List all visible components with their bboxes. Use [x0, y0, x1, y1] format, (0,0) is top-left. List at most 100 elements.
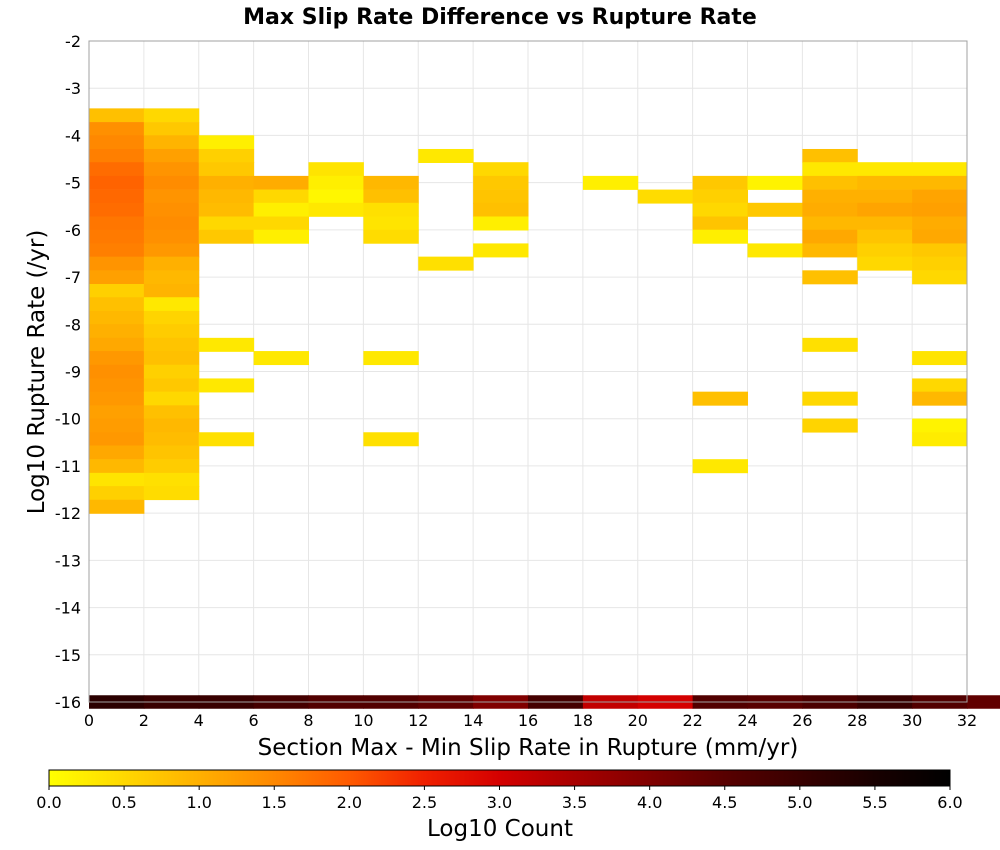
heatmap-cell	[582, 175, 639, 190]
heatmap-cell	[198, 202, 255, 217]
heatmap-cell	[473, 216, 529, 231]
colorbar-tick-label: 2.0	[337, 793, 362, 812]
heatmap-cell	[802, 337, 858, 352]
heatmap-cell	[912, 351, 968, 366]
heatmap-cell	[802, 391, 858, 406]
x-tick-label: 8	[303, 711, 313, 730]
heatmap-cell	[143, 432, 200, 447]
heatmap-cell	[89, 243, 145, 258]
heatmap-cells	[89, 108, 1000, 709]
heatmap-cell	[143, 256, 200, 271]
heatmap-cell	[912, 432, 968, 447]
y-tick-label: -14	[55, 599, 81, 618]
heatmap-cell	[473, 189, 529, 204]
heatmap-cell	[363, 229, 419, 244]
heatmap-cell	[912, 243, 968, 258]
heatmap-cell	[418, 256, 474, 271]
x-tick-label: 18	[573, 711, 593, 730]
heatmap-cell	[692, 189, 749, 204]
heatmap-cell	[89, 337, 145, 352]
heatmap-cell	[418, 148, 474, 163]
colorbar-tick-label: 0.5	[111, 793, 136, 812]
heatmap-cell	[857, 162, 913, 177]
heatmap-cell	[473, 162, 529, 177]
heatmap-cell	[857, 202, 913, 217]
colorbar-tick-label: 0.0	[36, 793, 61, 812]
x-tick-label: 4	[194, 711, 204, 730]
heatmap-cell	[89, 270, 145, 285]
y-tick-label: -3	[65, 79, 81, 98]
heatmap-cell	[89, 256, 145, 271]
heatmap-cell	[857, 189, 913, 204]
heatmap-cell	[857, 243, 913, 258]
heatmap-cell	[89, 108, 145, 123]
y-tick-label: -16	[55, 693, 81, 712]
heatmap-cell	[143, 229, 200, 244]
heatmap-cell	[143, 216, 200, 231]
x-tick-label: 0	[84, 711, 94, 730]
heatmap-cell	[802, 202, 858, 217]
heatmap-cell	[363, 432, 419, 447]
x-tick-label: 20	[628, 711, 648, 730]
heatmap-cell	[912, 418, 968, 433]
heatmap-cell	[802, 162, 858, 177]
heatmap-cell	[253, 202, 310, 217]
heatmap-cell	[198, 216, 255, 231]
colorbar-tick-label: 4.5	[712, 793, 737, 812]
heatmap-cell	[802, 216, 858, 231]
y-tick-label: -4	[65, 126, 81, 145]
heatmap-cell	[143, 284, 200, 299]
heatmap-cell	[473, 202, 529, 217]
heatmap-cell	[747, 175, 803, 190]
heatmap-cell	[253, 175, 310, 190]
heatmap-cell	[802, 175, 858, 190]
heatmap-cell	[89, 148, 145, 163]
heatmap-cell	[363, 216, 419, 231]
heatmap-cell	[802, 270, 858, 285]
heatmap-cell	[198, 229, 255, 244]
heatmap-cell	[143, 364, 200, 379]
y-tick-label: -6	[65, 221, 81, 240]
heatmap-cell	[692, 175, 749, 190]
heatmap-cell	[363, 351, 419, 366]
heatmap-cell	[198, 175, 255, 190]
heatmap-cell	[143, 122, 200, 137]
heatmap-cell	[89, 445, 145, 460]
heatmap-cell	[308, 189, 364, 204]
colorbar-label: Log10 Count	[427, 816, 573, 842]
heatmap-cell	[143, 405, 200, 420]
y-tick-label: -10	[55, 410, 81, 429]
colorbar-tick-label: 3.0	[487, 793, 512, 812]
heatmap-cell	[747, 243, 803, 258]
heatmap-cell	[143, 202, 200, 217]
heatmap-cell	[802, 229, 858, 244]
heatmap-cell	[89, 202, 145, 217]
colorbar-tick-label: 5.5	[862, 793, 887, 812]
heatmap-cell	[143, 486, 200, 501]
heatmap-cell	[198, 135, 255, 150]
heatmap-cell	[143, 175, 200, 190]
heatmap-cell	[857, 256, 913, 271]
heatmap-cell	[198, 337, 255, 352]
heatmap-cell	[89, 499, 145, 514]
heatmap-cell	[143, 297, 200, 312]
x-tick-label: 24	[737, 711, 757, 730]
x-axis-ticks: 0 2 4 6 8 10 12 14 16 18 20 22 24 26 28 30 32	[84, 711, 977, 730]
heatmap-cell	[89, 216, 145, 231]
heatmap-cell	[143, 445, 200, 460]
y-axis-label: Log10 Rupture Rate (/yr)	[24, 230, 50, 515]
colorbar-tick-label: 2.5	[412, 793, 437, 812]
heatmap-cell	[89, 135, 145, 150]
x-tick-label: 12	[408, 711, 428, 730]
heatmap-cell	[89, 351, 145, 366]
heatmap-cell	[143, 135, 200, 150]
heatmap-cell	[89, 364, 145, 379]
heatmap-cell	[253, 189, 310, 204]
heatmap-cell	[692, 391, 749, 406]
y-tick-label: -5	[65, 174, 81, 193]
heatmap-cell	[89, 378, 145, 393]
heatmap-cell	[89, 405, 145, 420]
heatmap-cell	[198, 162, 255, 177]
x-tick-label: 10	[353, 711, 373, 730]
heatmap-cell	[473, 175, 529, 190]
